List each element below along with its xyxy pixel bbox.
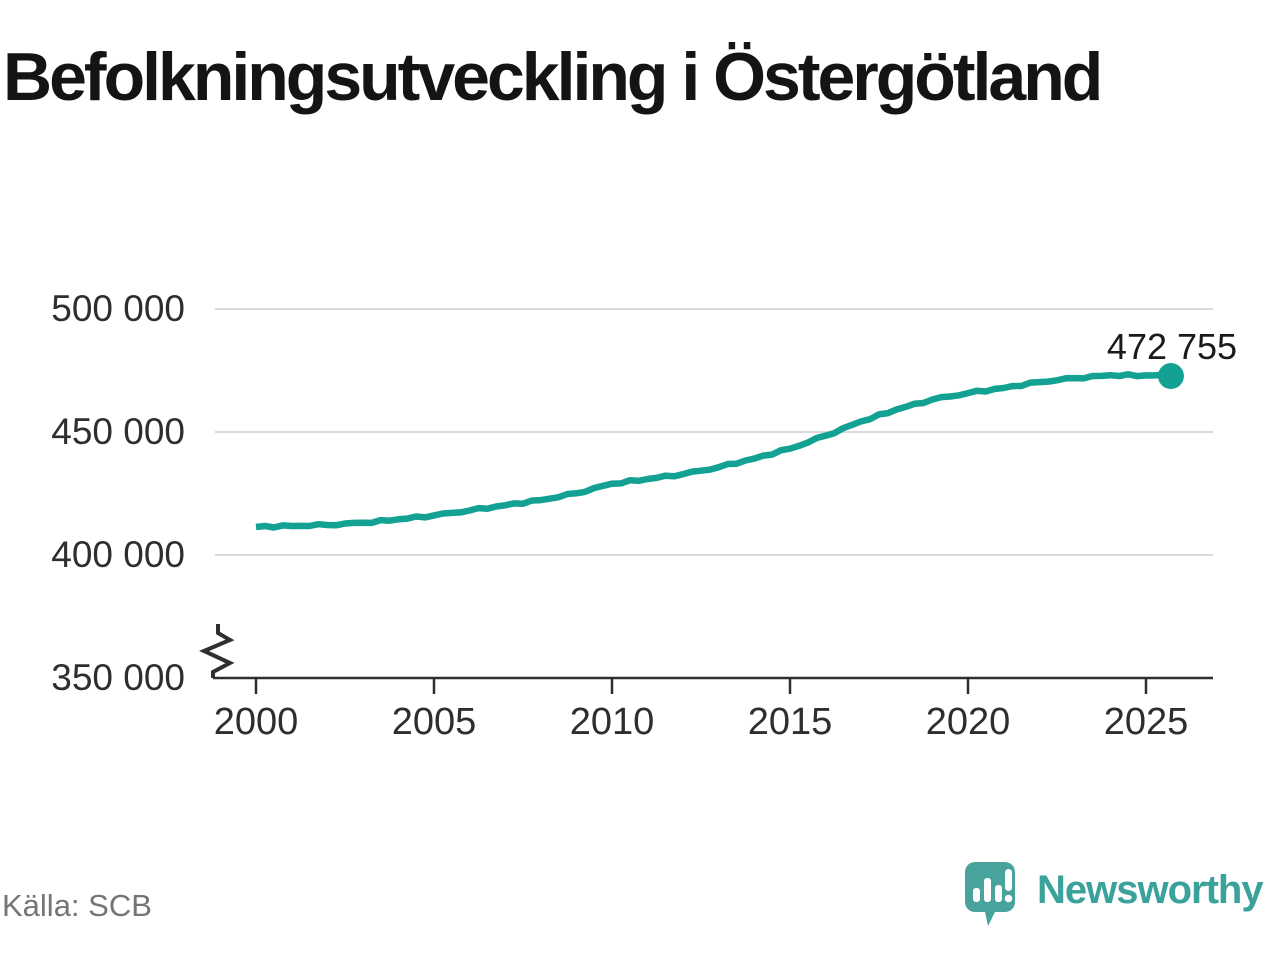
x-tick-label-2020: 2020 [925,701,1011,743]
y-tick-label-350000: 350 000 [51,657,185,698]
newsworthy-logo: Newsworthy [963,860,1264,930]
chart-title: Befolkningsutveckling i Östergötland [3,39,1103,115]
x-tick-label-2010: 2010 [569,701,655,743]
newsworthy-logo-text: Newsworthy [1037,868,1264,912]
bar-3 [995,885,1002,902]
x-tick-label-2015: 2015 [747,701,833,743]
source-label: Källa: SCB [2,888,152,923]
x-tick-label-2025: 2025 [1103,701,1189,743]
y-tick-label-400000: 400 000 [51,534,185,575]
bar-2 [984,878,991,902]
end-value-label: 472 755 [1106,326,1238,367]
exclamation-stem [1005,869,1012,891]
newsworthy-speech-bubble-chart-icon [965,862,1015,926]
bar-1 [973,888,980,902]
end-point-dot [1157,363,1184,390]
population-line [255,371,1172,531]
x-tick-label-2000: 2000 [213,701,299,743]
y-tick-label-450000: 450 000 [51,411,185,452]
x-tick-label-2005: 2005 [391,701,477,743]
exclamation-dot [1004,894,1013,903]
y-axis-break-icon [199,624,235,678]
y-tick-label-500000: 500 000 [51,288,185,329]
